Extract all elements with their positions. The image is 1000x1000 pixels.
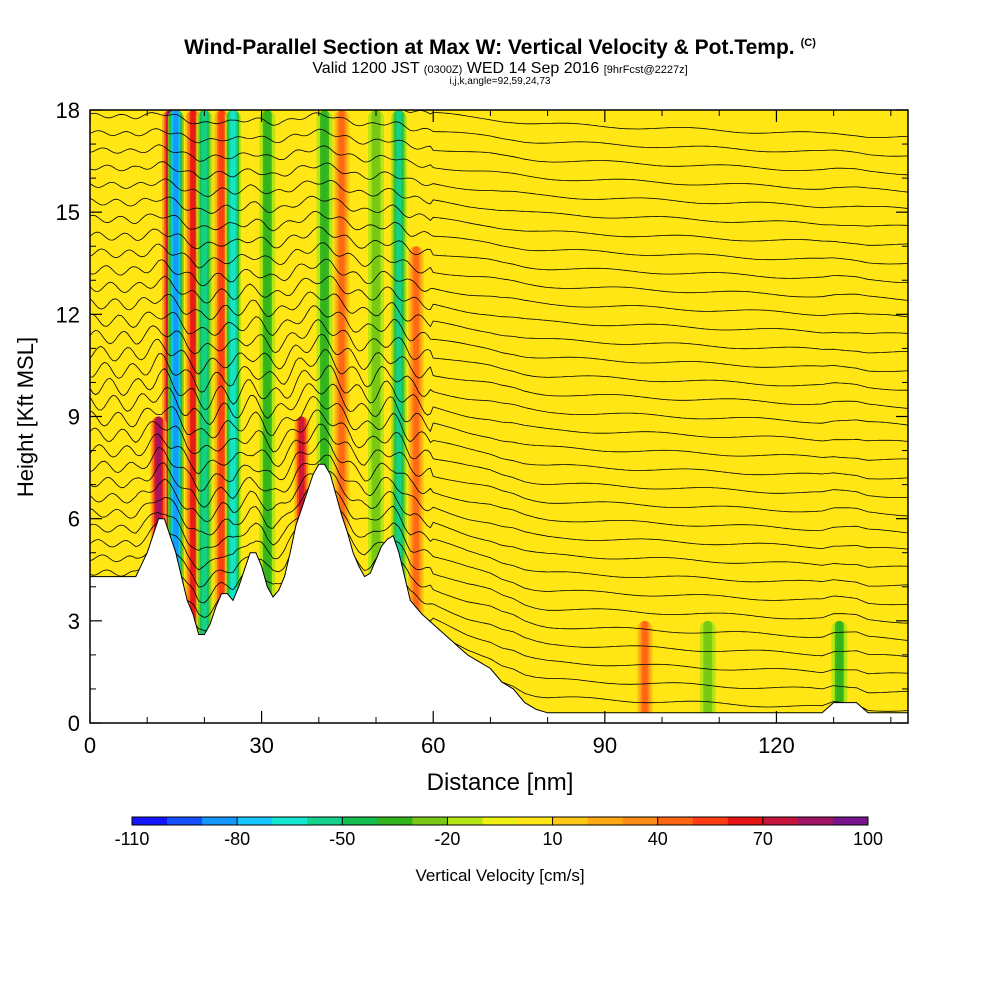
theta-contour	[90, 333, 908, 409]
y-tick-label: 3	[68, 609, 80, 634]
theta-contour	[90, 365, 908, 442]
colorbar-tick-label: -50	[329, 829, 355, 849]
axes: 0 30 60 90 120 0 3 6 9 12 15 18	[56, 98, 908, 758]
indices-line: i,j,k,angle=92,59,24,73	[449, 76, 551, 87]
colorbar-swatch	[692, 817, 729, 825]
theta-contour	[90, 128, 908, 176]
valid-utc: (0300Z)	[423, 64, 463, 76]
y-tick-label: 0	[68, 711, 80, 736]
colorbar-tick-label: -20	[434, 829, 460, 849]
theta-contour	[90, 519, 908, 641]
colorbar-swatch	[132, 817, 168, 825]
colorbar-swatch	[202, 817, 238, 825]
theta-contour	[90, 258, 908, 318]
theta-contour	[90, 471, 908, 568]
theta-contour	[90, 195, 908, 246]
colorbar-swatch	[622, 817, 659, 825]
terrain-mask	[89, 463, 909, 724]
theta-contour	[90, 319, 908, 391]
colorbar-swatch	[762, 817, 799, 825]
theta-contour	[90, 242, 908, 301]
valid-prefix: Valid 1200 JST	[312, 60, 424, 77]
x-tick-label: 0	[84, 733, 96, 758]
theta-contour	[90, 161, 908, 209]
colorbar-swatch	[832, 817, 869, 825]
colorbar-swatch	[587, 817, 624, 825]
colorbar-swatch	[342, 817, 378, 825]
valid-date: WED 14 Sep 2016	[462, 60, 604, 77]
chart-subtitle: Valid 1200 JST (0300Z) WED 14 Sep 2016 […	[0, 60, 1000, 78]
colorbar-swatch	[517, 817, 553, 825]
x-axis-label: Distance [nm]	[427, 769, 574, 796]
colorbar-swatch	[482, 817, 518, 825]
y-tick-label: 18	[56, 98, 80, 123]
theta-contour	[90, 112, 908, 157]
theta-contour	[90, 506, 908, 624]
colorbar-swatch	[377, 817, 413, 825]
colorbar-swatch	[552, 817, 589, 825]
y-tick-label: 15	[56, 200, 80, 225]
theta-contour	[90, 226, 908, 283]
colorbar-swatch	[447, 817, 483, 825]
colorbar-tick-label: 10	[543, 829, 563, 849]
theta-contour	[90, 210, 908, 265]
y-tick-label: 6	[68, 507, 80, 532]
colorbar-swatch	[237, 817, 273, 825]
theta-contour	[90, 348, 908, 426]
velocity-streak	[636, 620, 653, 723]
x-tick-label: 60	[421, 733, 445, 758]
theta-contour	[90, 483, 908, 587]
theta-contour	[90, 454, 908, 550]
theta-contour	[90, 305, 908, 372]
colorbar-tick-label: 40	[648, 829, 668, 849]
x-tick-label: 120	[758, 733, 795, 758]
x-tick-label: 90	[593, 733, 617, 758]
y-axis-label: Height [Kft MSL]	[13, 337, 38, 497]
theta-contour	[90, 291, 908, 354]
velocity-streak	[831, 620, 848, 723]
velocity-streak	[699, 620, 716, 723]
colorbar-swatch	[412, 817, 448, 825]
colorbar-swatch	[657, 817, 694, 825]
forecast-info: [9hrFcst@2227z]	[603, 64, 688, 76]
colorbar-tick-label: 70	[753, 829, 773, 849]
theta-contour	[90, 532, 908, 658]
y-tick-label: 12	[56, 302, 80, 327]
theta-contour	[90, 409, 908, 498]
theta-contours	[90, 110, 908, 723]
colorbar-tick-label: -110	[115, 829, 150, 849]
x-tick-label: 30	[249, 733, 273, 758]
chart-title: Wind-Parallel Section at Max W: Vertical…	[0, 36, 1000, 60]
colorbar: -110 -80 -50 -20 10 40 70 100	[115, 816, 883, 849]
copyright-mark: (C)	[800, 37, 816, 49]
colorbar-tick-label: -80	[224, 829, 250, 849]
theta-contour	[90, 438, 908, 534]
y-tick-label: 9	[68, 405, 80, 430]
theta-contour	[90, 395, 908, 480]
theta-contour	[403, 110, 908, 138]
colorbar-tick-label: 100	[853, 829, 883, 849]
velocity-streak	[259, 110, 276, 723]
colorbar-swatch	[167, 817, 203, 825]
colorbar-label: Vertical Velocity [cm/s]	[415, 866, 584, 885]
theta-contour	[90, 383, 908, 461]
plot-area	[89, 109, 909, 724]
theta-contour	[90, 423, 908, 517]
theta-contour	[90, 275, 908, 335]
colorbar-swatch	[272, 817, 308, 825]
colorbar-swatch	[797, 817, 834, 825]
colorbar-swatch	[307, 817, 343, 825]
theta-contour	[90, 178, 908, 227]
title-text: Wind-Parallel Section at Max W: Vertical…	[184, 36, 795, 59]
theta-contour	[90, 144, 908, 193]
theta-contour	[90, 494, 908, 606]
colorbar-swatch	[727, 817, 764, 825]
